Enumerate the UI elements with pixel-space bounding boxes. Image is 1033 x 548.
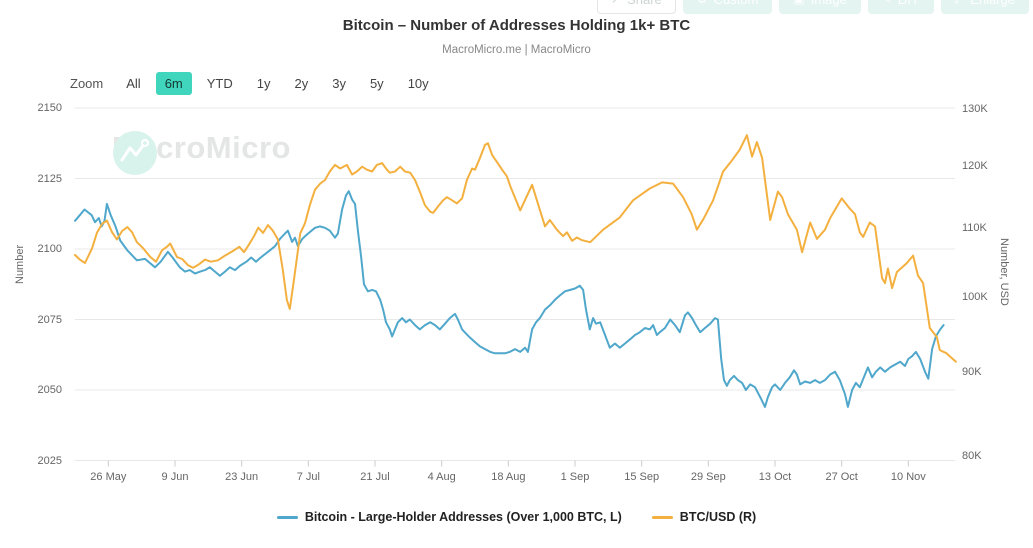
expand-icon: ⤢ [955, 0, 965, 5]
range-selector: Zoom All 6m YTD 1y 2y 3y 5y 10y [70, 72, 438, 95]
button-label: Share [627, 0, 662, 7]
x-axis-tick-label: 29 Sep [690, 471, 726, 483]
x-axis-tick-label: 26 May [90, 471, 127, 483]
left-axis-tick-label: 2025 [37, 454, 62, 467]
zoom-label: Zoom [70, 76, 104, 91]
range-button-all[interactable]: All [126, 76, 141, 91]
legend-item[interactable]: BTC/USD (R) [651, 510, 757, 524]
x-axis-tick-label: 15 Sep [624, 471, 660, 483]
range-button-10y[interactable]: 10y [407, 76, 429, 91]
custom-button[interactable]: ⚙ Custom [682, 0, 773, 14]
x-axis-tick-label: 23 Jun [225, 471, 259, 483]
x-axis-tick-label: 9 Jun [161, 471, 189, 483]
x-axis-tick-label: 13 Oct [758, 471, 792, 483]
legend-label: Bitcoin - Large-Holder Addresses (Over 1… [304, 510, 622, 524]
series-line-btcusd [74, 134, 957, 363]
right-axis-tick-label: 100K [962, 290, 988, 303]
range-button-1y[interactable]: 1y [256, 76, 271, 91]
button-label: DIY [898, 0, 920, 7]
x-axis-tick-label: 21 Jul [360, 471, 390, 483]
range-button-5y[interactable]: 5y [369, 76, 384, 91]
right-axis-tick-label: 90K [962, 366, 982, 378]
right-axis-tick-label: 120K [962, 160, 988, 173]
x-axis-tick-label: 7 Jul [296, 471, 320, 483]
legend-marker [651, 515, 673, 519]
image-button[interactable]: ▣ Image [779, 0, 861, 14]
legend-item[interactable]: Bitcoin - Large-Holder Addresses (Over 1… [276, 510, 622, 524]
gear-icon: ⚙ [697, 0, 708, 5]
left-axis-tick-label: 2075 [37, 313, 62, 326]
right-axis-tick-label: 110K [962, 222, 987, 235]
left-axis-tick-label: 2150 [37, 102, 62, 114]
left-axis-tick-label: 2050 [37, 384, 62, 396]
page-title: Bitcoin – Number of Addresses Holding 1k… [342, 17, 691, 34]
x-axis-tick-label: 27 Oct [825, 471, 858, 483]
chart-subtitle: MacroMicro.me | MacroMicro [442, 44, 591, 56]
right-axis-tick-label: 80K [962, 450, 982, 463]
x-axis-tick-label: 4 Aug [427, 471, 456, 483]
enlarge-button[interactable]: ⤢ Enlarge [940, 0, 1029, 14]
share-button[interactable]: ↗ Share [597, 0, 676, 14]
image-icon: ▣ [793, 0, 804, 5]
button-label: Custom [714, 0, 759, 7]
legend-label: BTC/USD (R) [679, 510, 757, 524]
right-axis-tick-label: 130K [962, 102, 988, 115]
range-button-6m[interactable]: 6m [155, 72, 192, 95]
x-axis-tick-label: 10 Nov [890, 471, 926, 483]
x-axis-tick-label: 18 Aug [491, 471, 526, 483]
diy-button[interactable]: ✎ DIY [867, 0, 934, 14]
range-button-ytd[interactable]: YTD [206, 76, 233, 91]
x-axis-tick-label: 1 Sep [560, 471, 590, 483]
legend-marker [276, 515, 298, 519]
pencil-icon: ✎ [882, 0, 892, 5]
button-label: Image [811, 0, 847, 7]
range-button-2y[interactable]: 2y [294, 76, 309, 91]
range-button-3y[interactable]: 3y [332, 76, 346, 91]
left-axis-tick-label: 2100 [37, 243, 62, 255]
share-icon: ↗ [611, 0, 621, 5]
toolbar: ↗ Share ⚙ Custom ▣ Image ✎ DIY ⤢ Enlarge [597, 0, 1029, 14]
left-axis-tick-label: 2125 [37, 172, 62, 185]
legend: Bitcoin - Large-Holder Addresses (Over 1… [0, 510, 1033, 524]
series-line-addresses [74, 190, 945, 408]
button-label: Enlarge [970, 0, 1015, 7]
